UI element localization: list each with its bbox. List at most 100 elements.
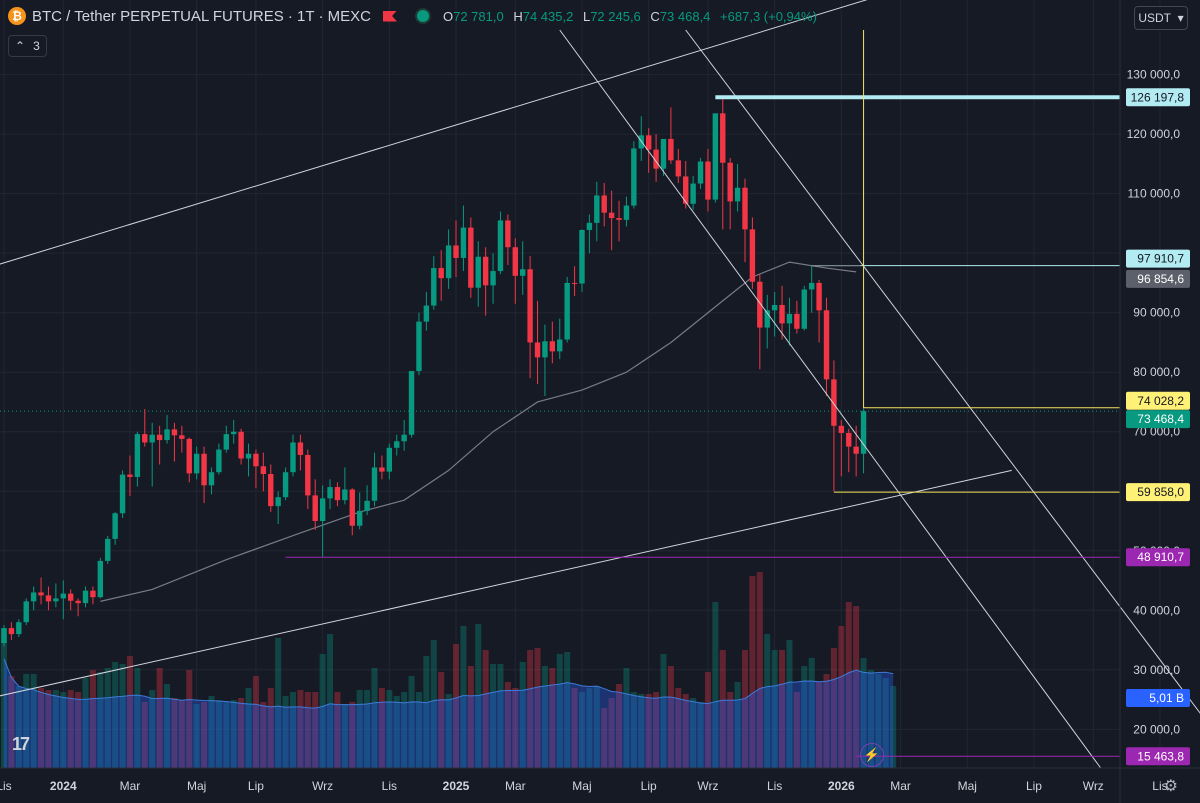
volume-bar	[378, 688, 385, 768]
candle-body	[297, 442, 304, 455]
price-label: 96 854,6	[1137, 272, 1184, 286]
drawings[interactable]	[0, 0, 1200, 769]
volume-bar	[223, 702, 230, 768]
volume-bar	[423, 656, 430, 768]
volume-bar	[630, 692, 637, 768]
volume-bar	[112, 662, 119, 768]
candle-body	[401, 434, 407, 442]
volume-bar	[512, 688, 519, 768]
volume-bar	[593, 686, 600, 768]
candle-body	[260, 466, 267, 474]
candle-body	[623, 205, 630, 220]
volume-bar	[808, 658, 815, 768]
volume-bar	[334, 692, 341, 768]
volume-bar	[882, 678, 889, 768]
volume-bar	[875, 674, 882, 768]
candle-body	[127, 474, 133, 477]
volume-bar	[23, 674, 30, 768]
candle-body	[1, 628, 7, 644]
candle-body	[364, 500, 370, 511]
chevron-down-icon: ▾	[1177, 11, 1184, 25]
candle-body	[97, 560, 104, 598]
x-tick-label: Maj	[187, 779, 206, 793]
gear-icon[interactable]: ⚙	[1163, 778, 1178, 795]
candle-body	[371, 467, 378, 501]
candle-body	[734, 187, 741, 202]
candle-body	[794, 313, 800, 329]
volume-bar	[149, 690, 156, 768]
candle-body	[82, 590, 89, 604]
candle-body	[705, 161, 711, 200]
lightning-icon[interactable]: ⚡	[860, 743, 884, 767]
price-label: 126 197,8	[1131, 90, 1185, 104]
candle-body	[60, 593, 66, 599]
candle-body	[860, 411, 867, 454]
volume-bar	[215, 700, 222, 768]
candle-body	[75, 600, 81, 604]
flag-icon[interactable]	[382, 10, 397, 22]
volume-bar	[319, 654, 326, 768]
chevron-up-icon: ⌃	[15, 39, 26, 53]
volume-bar	[119, 664, 126, 768]
price-label-bg	[1126, 249, 1190, 268]
volume-bar	[601, 708, 608, 768]
price-label-bg	[1126, 269, 1190, 288]
candle-body	[616, 218, 622, 220]
candle-body	[645, 135, 652, 150]
candle-body	[231, 431, 237, 435]
volume-bar	[867, 670, 874, 768]
y-tick-label: 110 000,0	[1128, 187, 1181, 201]
change-value: +687,3 (+0,94%)	[720, 8, 817, 24]
candle-body	[594, 195, 600, 223]
candle-body	[312, 495, 318, 522]
volume-bar	[245, 688, 252, 768]
candle-body	[334, 487, 341, 501]
volume-bar	[141, 702, 148, 768]
x-tick-label: Maj	[958, 779, 977, 793]
volume-bar	[1, 628, 7, 768]
candle-body	[564, 282, 570, 340]
x-tick-label: Lip	[1026, 779, 1042, 793]
indicators-toggle[interactable]: ⌃ 3	[8, 35, 47, 57]
candle-body	[757, 281, 763, 328]
candle-body	[216, 449, 222, 473]
volume-bar	[541, 666, 548, 768]
symbol-title[interactable]: BTC / Tether PERPETUAL FUTURES · 1T · ME…	[32, 7, 371, 25]
currency-label: USDT	[1138, 11, 1171, 25]
volume-bar	[38, 688, 45, 768]
volume-bar	[793, 692, 800, 768]
candle-body	[505, 220, 511, 248]
candle-body	[468, 227, 474, 288]
volume-bar	[527, 650, 534, 768]
price-label-bg	[1126, 391, 1190, 410]
candle-body	[786, 313, 793, 324]
volume-bar	[408, 676, 415, 768]
volume-bar	[415, 692, 422, 768]
volume-bar	[52, 690, 59, 768]
candle-body	[156, 434, 163, 441]
candle-body	[45, 595, 52, 602]
candle-body	[179, 435, 185, 439]
volume-bar	[801, 666, 808, 768]
candle-body	[394, 441, 400, 448]
candle-body	[238, 431, 244, 459]
price-label: 97 910,7	[1137, 252, 1184, 266]
volume-bar	[238, 698, 245, 768]
close-key: C	[650, 8, 660, 24]
y-tick-label: 80 000,0	[1133, 365, 1180, 379]
candle-body	[742, 187, 748, 230]
volume-bar	[660, 654, 667, 768]
volume-bar	[30, 674, 37, 768]
candle-body	[53, 598, 59, 602]
x-tick-label: 2024	[50, 779, 77, 793]
candle-body	[445, 245, 452, 279]
candle-body	[497, 220, 504, 272]
candle-body	[38, 592, 44, 596]
volume-bar	[267, 688, 274, 768]
volume-bar	[860, 658, 867, 768]
volume-bar	[682, 694, 689, 768]
volume-bar	[60, 692, 67, 768]
x-tick-label: Lip	[248, 779, 264, 793]
currency-selector[interactable]: USDT ▾	[1134, 6, 1188, 30]
